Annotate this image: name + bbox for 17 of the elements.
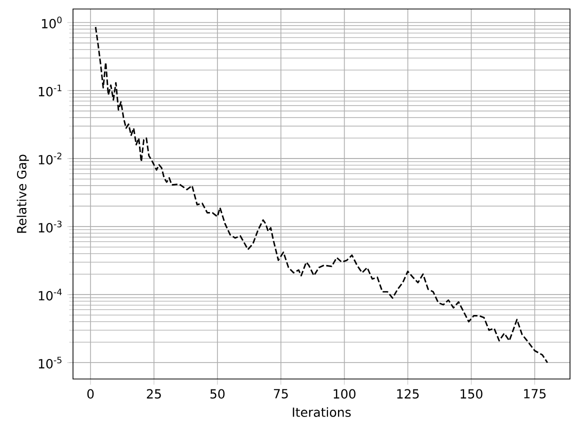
line-series — [94, 26, 548, 364]
x-tick-label: 125 — [397, 389, 419, 399]
x-tick-label: 100 — [334, 389, 356, 399]
y-axis-title: Relative Gap — [16, 154, 29, 233]
y-tick-label: 10$^{-2}$ — [38, 152, 62, 164]
x-tick-label: 0 — [87, 389, 94, 399]
x-axis-title: Iterations — [292, 407, 351, 417]
y-tick-label: 10$^{-3}$ — [38, 220, 62, 232]
y-tick-label: 10$^{0}$ — [42, 16, 62, 28]
x-tick-label: 50 — [210, 389, 225, 399]
x-tick-label: 75 — [274, 389, 288, 398]
y-tick-label: 10$^{-1}$ — [38, 84, 62, 96]
y-tick-label: 10$^{-5}$ — [38, 356, 62, 368]
x-tick-label: 25 — [146, 389, 161, 399]
y-tick-label: 10$^{-4}$ — [38, 288, 62, 300]
x-tick-label: 150 — [460, 389, 482, 399]
x-tick-label: 175 — [524, 389, 546, 398]
